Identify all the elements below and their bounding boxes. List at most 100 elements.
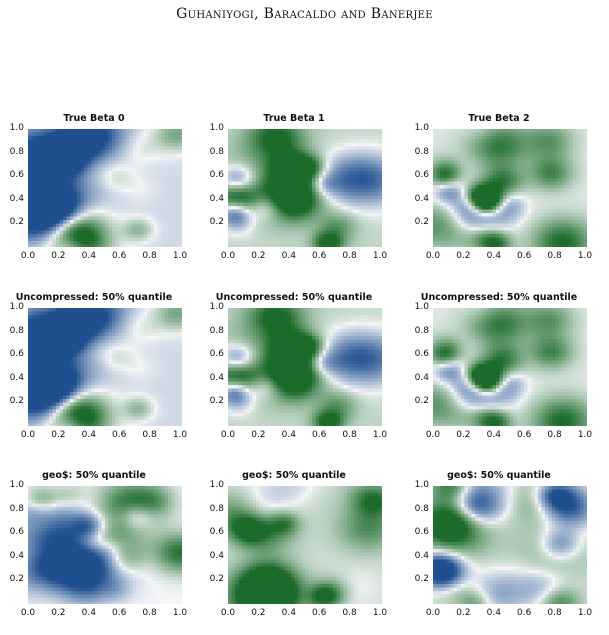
heatmap-cell bbox=[249, 150, 253, 154]
heatmap-cell bbox=[161, 234, 165, 238]
heatmap-cell bbox=[73, 216, 78, 221]
heatmap-cell bbox=[368, 139, 372, 144]
heatmap-cell bbox=[49, 322, 53, 326]
heatmap-cell bbox=[580, 213, 584, 217]
heatmap-cell bbox=[545, 171, 549, 175]
heatmap-cell bbox=[375, 206, 379, 210]
heatmap-cell bbox=[301, 171, 306, 175]
heatmap-cell bbox=[357, 136, 362, 140]
heatmap-cell bbox=[252, 223, 257, 228]
heatmap-cell bbox=[333, 139, 337, 144]
heatmap-cell bbox=[527, 167, 532, 172]
heatmap-cell bbox=[178, 206, 182, 210]
heatmap-cell bbox=[133, 234, 137, 238]
heatmap-cell bbox=[329, 129, 334, 133]
heatmap-cell bbox=[126, 160, 130, 165]
heatmap-cell bbox=[175, 136, 179, 140]
heatmap-cell bbox=[77, 244, 81, 247]
heatmap-cell bbox=[552, 171, 556, 175]
heatmap-cell bbox=[566, 139, 570, 144]
heatmap-cell bbox=[245, 185, 250, 189]
heatmap-cell bbox=[38, 171, 43, 175]
heatmap-cell bbox=[105, 185, 109, 189]
heatmap-cell bbox=[524, 209, 528, 214]
heatmap-cell bbox=[284, 167, 288, 172]
heatmap-cell bbox=[140, 153, 144, 158]
heatmap-cell bbox=[559, 160, 563, 165]
heatmap-cell bbox=[80, 157, 85, 161]
heatmap-cell bbox=[478, 227, 483, 231]
heatmap-cell bbox=[301, 230, 306, 235]
heatmap-cell bbox=[129, 220, 134, 224]
heatmap-cell bbox=[329, 220, 334, 224]
heatmap-cell bbox=[436, 143, 441, 147]
heatmap-cell bbox=[284, 237, 288, 242]
heatmap-cell bbox=[319, 171, 323, 175]
heatmap-cell bbox=[315, 132, 320, 137]
heatmap-cell bbox=[94, 202, 99, 207]
heatmap-cell bbox=[164, 202, 169, 207]
heatmap-cell bbox=[101, 244, 106, 247]
heatmap-cell bbox=[326, 139, 330, 144]
heatmap-cell bbox=[80, 234, 85, 238]
heatmap-cell bbox=[499, 150, 504, 154]
heatmap-cell bbox=[157, 195, 162, 200]
heatmap-cell bbox=[322, 192, 327, 196]
heatmap-cell bbox=[503, 129, 507, 133]
heatmap-cell bbox=[357, 160, 362, 165]
heatmap-cell bbox=[157, 318, 162, 323]
heatmap-cell bbox=[277, 150, 281, 154]
heatmap-cell bbox=[305, 160, 309, 165]
heatmap-cell bbox=[31, 188, 36, 193]
heatmap-cell bbox=[513, 241, 518, 245]
heatmap-cell bbox=[35, 315, 39, 319]
heatmap-cell bbox=[175, 216, 179, 221]
heatmap-cell bbox=[576, 209, 581, 214]
heatmap-cell bbox=[263, 132, 267, 137]
heatmap-cell bbox=[520, 241, 525, 245]
heatmap-cell bbox=[499, 237, 504, 242]
heatmap-cell bbox=[287, 181, 292, 186]
heatmap-cell bbox=[436, 164, 441, 168]
heatmap-cell bbox=[171, 230, 176, 235]
heatmap-cell bbox=[499, 129, 504, 133]
heatmap-cell bbox=[164, 237, 169, 242]
heatmap-cell bbox=[38, 178, 43, 182]
heatmap-cell bbox=[42, 220, 46, 224]
heatmap-cell bbox=[115, 339, 120, 344]
heatmap-cell bbox=[364, 199, 369, 203]
heatmap-cell bbox=[56, 178, 60, 182]
heatmap-cell bbox=[461, 153, 465, 158]
heatmap-cell bbox=[252, 171, 257, 175]
heatmap-cell bbox=[49, 213, 53, 217]
heatmap-cell bbox=[73, 146, 78, 151]
heatmap-cell bbox=[126, 202, 130, 207]
heatmap-cell bbox=[77, 160, 81, 165]
heatmap-cell bbox=[499, 181, 504, 186]
heatmap-cell bbox=[333, 230, 337, 235]
heatmap-cell bbox=[157, 234, 162, 238]
heatmap-cell bbox=[517, 146, 521, 151]
heatmap-cell bbox=[333, 146, 337, 151]
heatmap-cell bbox=[259, 174, 264, 179]
heatmap-cell bbox=[545, 153, 549, 158]
heatmap-cell bbox=[482, 150, 486, 154]
heatmap-cell bbox=[59, 202, 64, 207]
heatmap-cell bbox=[238, 139, 243, 144]
heatmap-cell bbox=[538, 139, 542, 144]
heatmap-cell bbox=[496, 181, 500, 186]
heatmap-cell bbox=[468, 227, 472, 231]
heatmap-cell bbox=[49, 223, 53, 228]
heatmap-cell bbox=[457, 234, 462, 238]
heatmap-cell bbox=[322, 153, 327, 158]
heatmap-cell bbox=[457, 185, 462, 189]
heatmap-cell bbox=[294, 213, 299, 217]
heatmap-cell bbox=[168, 234, 172, 238]
heatmap-cell bbox=[287, 174, 292, 179]
heatmap-cell bbox=[91, 150, 95, 154]
heatmap-cell bbox=[119, 185, 123, 189]
heatmap-cell bbox=[73, 164, 78, 168]
heatmap-cell bbox=[436, 192, 441, 196]
heatmap-cell bbox=[38, 143, 43, 147]
heatmap-cell bbox=[482, 230, 486, 235]
